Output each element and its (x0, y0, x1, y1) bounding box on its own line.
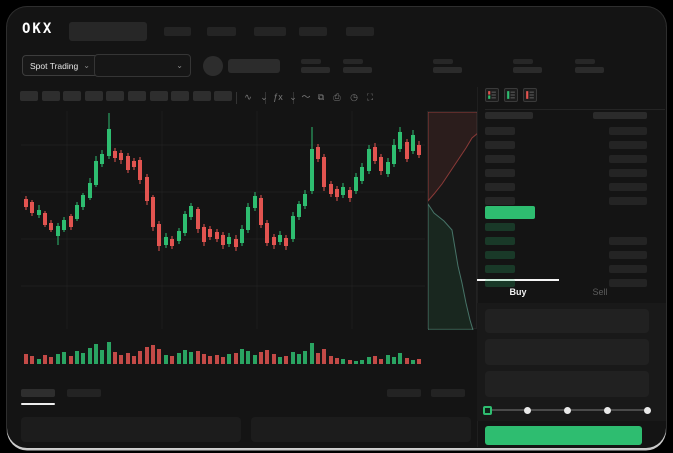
ask-row-amount (609, 169, 647, 177)
bottom-action-placeholder[interactable] (431, 389, 465, 397)
nav-item-placeholder[interactable] (207, 27, 236, 36)
slider-stop-dot[interactable] (563, 407, 571, 414)
timeframe-button-placeholder[interactable] (128, 91, 146, 101)
bottom-tab-indicator (21, 403, 55, 405)
slider-handle[interactable] (483, 406, 492, 415)
chevron-down-icon: ⌄ (83, 60, 90, 70)
history-panel (251, 417, 471, 442)
orders-panel (21, 417, 241, 442)
wave-icon[interactable]: 〜 (301, 92, 311, 102)
bid-row-price[interactable] (485, 265, 515, 273)
last-price-badge[interactable] (485, 206, 535, 219)
orderbook-col-header-amount (593, 112, 647, 119)
history-icon[interactable]: ◷ (350, 92, 358, 102)
panel-divider (477, 87, 478, 447)
timeframe-button-placeholder[interactable] (149, 91, 168, 101)
bid-row-price[interactable] (485, 223, 515, 231)
market-type-selector[interactable]: Spot Trading ⌄ (22, 55, 98, 76)
stat-value-placeholder (343, 67, 372, 73)
ask-row-price[interactable] (485, 183, 515, 191)
nav-item-placeholder[interactable] (299, 27, 327, 36)
stat-label-placeholder (301, 59, 321, 64)
stat-label-placeholder (513, 59, 533, 64)
nav-item-placeholder[interactable] (164, 27, 191, 36)
slider-stop-dot[interactable] (643, 407, 651, 414)
orderbook-col-header-price (485, 112, 533, 119)
buy-submit-button[interactable] (485, 426, 642, 445)
chevron-down-icon[interactable]: ⌄ (260, 92, 268, 102)
line-type-icon[interactable]: ∿ (244, 92, 252, 102)
compare-icon[interactable]: ⧉ (317, 92, 325, 102)
ask-row-amount (609, 197, 647, 205)
price-input[interactable] (485, 309, 649, 333)
bid-row-amount (609, 265, 647, 273)
snapshot-icon[interactable]: ⎙ (333, 92, 341, 102)
bid-row-price[interactable] (485, 251, 515, 259)
timeframe-button-placeholder[interactable] (63, 91, 82, 101)
ask-row-amount (609, 141, 647, 149)
book-asks-icon[interactable] (523, 88, 537, 102)
ask-row-price[interactable] (485, 155, 515, 163)
stat-label-placeholder (343, 59, 363, 64)
timeframe-button-placeholder[interactable] (171, 91, 190, 101)
ask-row-amount (609, 183, 647, 191)
fullscreen-icon[interactable]: ⛶ (366, 92, 374, 102)
pair-coin-icon (203, 56, 223, 76)
stat-value-placeholder (513, 67, 542, 73)
depth-panel (427, 111, 478, 330)
timeframe-button-placeholder[interactable] (20, 91, 38, 101)
amount-input[interactable] (485, 339, 649, 365)
pair-name-placeholder (228, 59, 280, 73)
stat-value-placeholder (433, 67, 462, 73)
bid-row-amount (609, 237, 647, 245)
orderbook-view-toggles (485, 88, 665, 110)
timeframe-button-placeholder[interactable] (41, 91, 60, 101)
book-all-icon[interactable] (485, 88, 499, 102)
ask-row-price[interactable] (485, 169, 515, 177)
bid-row-price[interactable] (485, 279, 515, 287)
toolbar-separator (293, 92, 294, 104)
candlestick-chart[interactable] (21, 111, 425, 329)
bid-row-amount (609, 251, 647, 259)
timeframe-button-placeholder[interactable] (106, 91, 125, 101)
ask-row-amount (609, 127, 647, 135)
toolbar-separator (265, 92, 266, 104)
timeframe-button-placeholder[interactable] (84, 91, 103, 101)
toolbar-separator (236, 92, 237, 104)
active-tab-indicator (477, 279, 559, 281)
market-type-label: Spot Trading (30, 60, 79, 71)
bottom-action-placeholder[interactable] (387, 389, 421, 397)
stat-value-placeholder (301, 67, 330, 73)
bid-row-amount (609, 279, 647, 287)
bottom-tab[interactable] (67, 389, 101, 397)
ask-row-price[interactable] (485, 141, 515, 149)
tab-buy[interactable]: Buy (509, 287, 527, 297)
depth-chart (428, 112, 478, 330)
book-bids-icon[interactable] (504, 88, 518, 102)
tab-sell[interactable]: Sell (592, 287, 608, 297)
nav-item-placeholder[interactable] (254, 27, 286, 36)
ask-row-amount (609, 155, 647, 163)
stat-value-placeholder (575, 67, 604, 73)
timeframe-button-placeholder[interactable] (192, 91, 211, 101)
bottom-tab-active[interactable] (21, 389, 55, 397)
pair-dropdown[interactable]: ⌄ (94, 54, 191, 77)
slider-stop-dot[interactable] (523, 407, 531, 414)
bid-row-price[interactable] (485, 237, 515, 245)
indicators-icon[interactable]: ƒx (273, 92, 283, 102)
chevron-down-icon[interactable]: ⌄ (289, 92, 297, 102)
okx-logo[interactable]: OKX (22, 21, 54, 37)
volume-chart (24, 342, 421, 364)
ask-row-price[interactable] (485, 197, 515, 205)
search-input[interactable] (69, 22, 147, 41)
timeframe-button-placeholder[interactable] (214, 91, 233, 101)
stat-label-placeholder (433, 59, 453, 64)
nav-item-placeholder[interactable] (346, 27, 374, 36)
slider-stop-dot[interactable] (603, 407, 611, 414)
app-window: OKX Spot Trading ⌄ ⌄ (7, 7, 666, 448)
chevron-down-icon: ⌄ (176, 60, 183, 70)
stat-label-placeholder (575, 59, 595, 64)
ask-row-price[interactable] (485, 127, 515, 135)
total-input[interactable] (485, 371, 649, 397)
